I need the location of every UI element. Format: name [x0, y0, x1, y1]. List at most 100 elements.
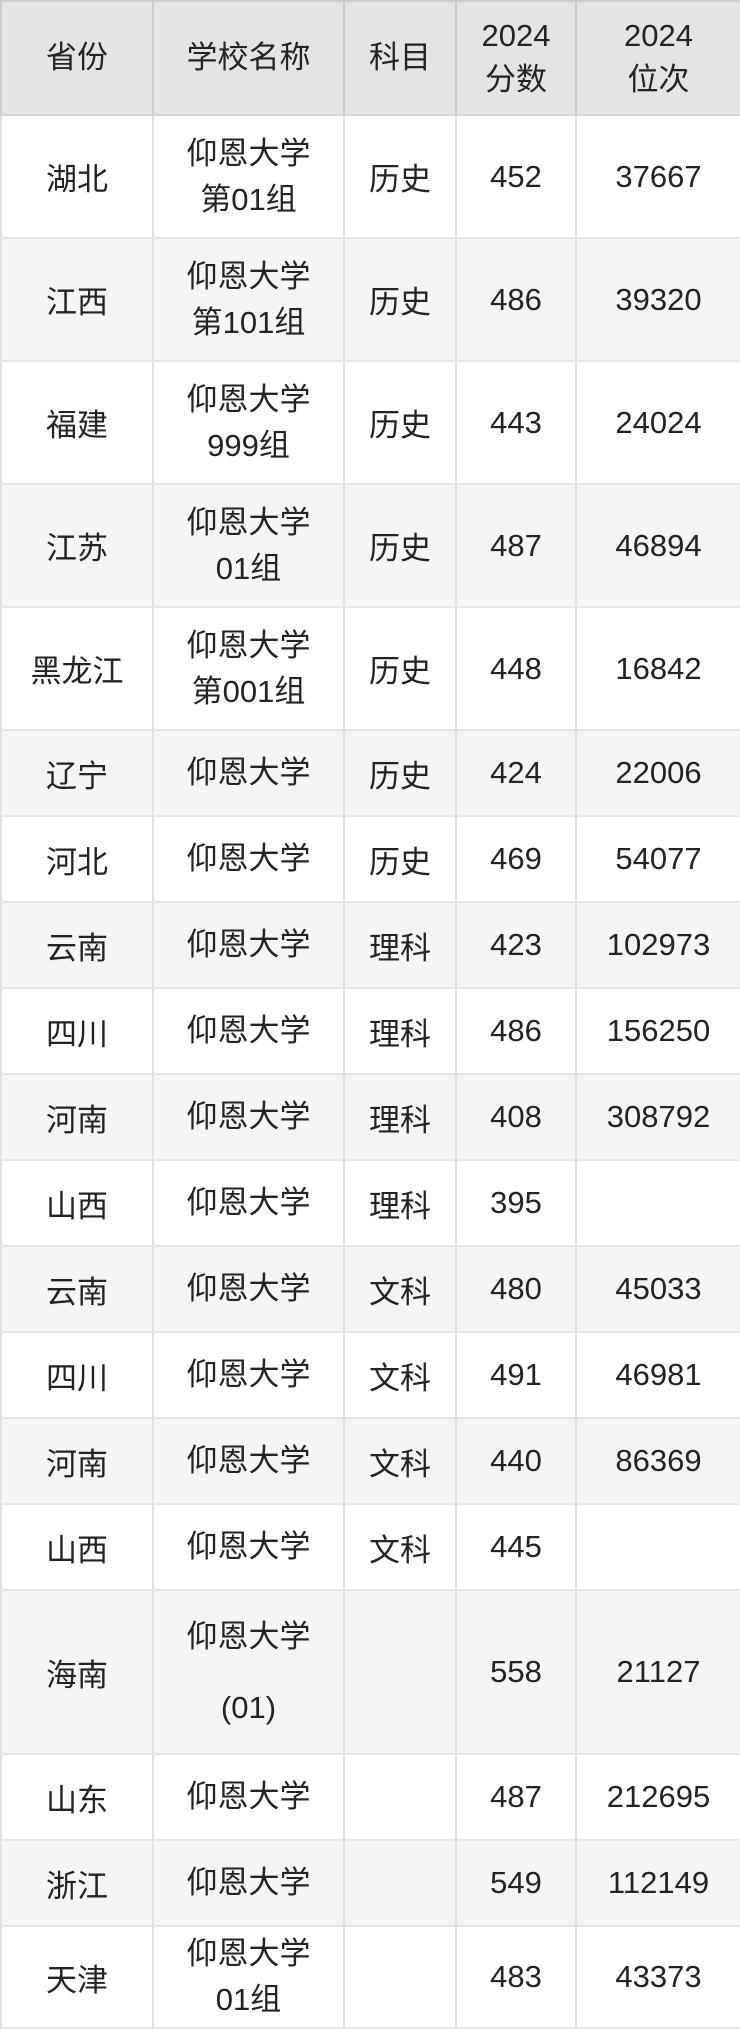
- school-group-line: 01组: [215, 1982, 282, 2017]
- cell-school: 仰恩大学: [153, 988, 345, 1075]
- cell-province: 辽宁: [0, 730, 154, 817]
- line-gap: [154, 1652, 342, 1692]
- table-row: 云南 仰恩大学 文科 480 45033: [0, 1246, 740, 1333]
- cell-rank: 156250: [576, 988, 740, 1075]
- cell-score: 491: [456, 1332, 577, 1419]
- school-name-line: 仰恩大学: [186, 1271, 311, 1306]
- cell-school: 仰恩大学 第01组: [153, 115, 345, 239]
- cell-subject: 历史: [344, 607, 457, 731]
- cell-subject: [344, 1840, 457, 1927]
- cell-score: 424: [456, 730, 577, 817]
- table-row: 辽宁 仰恩大学 历史 424 22006: [0, 730, 740, 817]
- cell-score: 440: [456, 1418, 577, 1505]
- column-header-score-year: 2024: [481, 18, 551, 53]
- cell-rank: 86369: [576, 1418, 740, 1505]
- cell-school: 仰恩大学: [153, 902, 345, 989]
- cell-score: 549: [456, 1840, 577, 1927]
- cell-rank: 24024: [576, 361, 740, 485]
- cell-subject: 理科: [344, 1074, 457, 1161]
- cell-subject: 文科: [344, 1332, 457, 1419]
- cell-rank: 43373: [576, 1926, 740, 2029]
- school-name-line: 仰恩大学: [186, 258, 311, 294]
- column-header-score-label: 分数: [485, 62, 547, 97]
- school-group-line: 第101组: [191, 304, 306, 340]
- school-group-line: (01): [220, 1690, 277, 1725]
- cell-score: 486: [456, 238, 577, 362]
- cell-rank: 54077: [576, 816, 740, 903]
- cell-subject: [344, 1590, 457, 1755]
- school-name-line: 仰恩大学: [186, 927, 311, 962]
- cell-province: 河南: [0, 1418, 154, 1505]
- cell-province: 四川: [0, 1332, 154, 1419]
- cell-score: 423: [456, 902, 577, 989]
- column-header-school: 学校名称: [153, 0, 345, 116]
- column-header-subject: 科目: [344, 0, 457, 116]
- cell-school: 仰恩大学 01组: [153, 1926, 345, 2029]
- table-row: 福建 仰恩大学 999组 历史 443 24024: [0, 361, 740, 485]
- cell-school: 仰恩大学: [153, 1074, 345, 1161]
- school-group-line: 第001组: [191, 673, 306, 709]
- school-name-line: 仰恩大学: [186, 1099, 311, 1134]
- cell-score: 487: [456, 484, 577, 608]
- table-row: 湖北 仰恩大学 第01组 历史 452 37667: [0, 115, 740, 239]
- cell-score: 452: [456, 115, 577, 239]
- table-row: 江苏 仰恩大学 01组 历史 487 46894: [0, 484, 740, 608]
- cell-rank: [576, 1504, 740, 1591]
- cell-subject: 理科: [344, 988, 457, 1075]
- cell-rank: [576, 1160, 740, 1247]
- cell-score: 395: [456, 1160, 577, 1247]
- table-row: 海南 仰恩大学 (01) 558 21127: [0, 1590, 740, 1755]
- table-row: 山东 仰恩大学 487 212695: [0, 1754, 740, 1841]
- table-row: 浙江 仰恩大学 549 112149: [0, 1840, 740, 1927]
- cell-school: 仰恩大学: [153, 1418, 345, 1505]
- cell-school: 仰恩大学: [153, 1246, 345, 1333]
- cell-score: 558: [456, 1590, 577, 1755]
- cell-score: 443: [456, 361, 577, 485]
- cell-province: 福建: [0, 361, 154, 485]
- table-row: 四川 仰恩大学 文科 491 46981: [0, 1332, 740, 1419]
- cell-subject: 历史: [344, 484, 457, 608]
- cell-province: 山西: [0, 1504, 154, 1591]
- cell-rank: 45033: [576, 1246, 740, 1333]
- cell-school: 仰恩大学: [153, 816, 345, 903]
- cell-school: 仰恩大学: [153, 1840, 345, 1927]
- cell-score: 445: [456, 1504, 577, 1591]
- cell-school: 仰恩大学: [153, 1160, 345, 1247]
- school-name-line: 仰恩大学: [186, 627, 311, 663]
- cell-school: 仰恩大学: [153, 730, 345, 817]
- school-group-line: 01组: [215, 550, 282, 586]
- cell-province: 江西: [0, 238, 154, 362]
- table-row: 黑龙江 仰恩大学 第001组 历史 448 16842: [0, 607, 740, 731]
- cell-rank: 112149: [576, 1840, 740, 1927]
- cell-subject: [344, 1926, 457, 2029]
- cell-rank: 37667: [576, 115, 740, 239]
- table-row: 河北 仰恩大学 历史 469 54077: [0, 816, 740, 903]
- school-name-line: 仰恩大学: [186, 1619, 311, 1654]
- cell-province: 四川: [0, 988, 154, 1075]
- table-row: 江西 仰恩大学 第101组 历史 486 39320: [0, 238, 740, 362]
- cell-subject: 历史: [344, 361, 457, 485]
- header-row: 省份 学校名称 科目 2024 分数 2024 位次: [0, 0, 740, 116]
- school-group-line: 999组: [207, 427, 290, 463]
- cell-score: 487: [456, 1754, 577, 1841]
- cell-province: 云南: [0, 902, 154, 989]
- school-name-line: 仰恩大学: [186, 135, 311, 171]
- cell-rank: 308792: [576, 1074, 740, 1161]
- cell-province: 河南: [0, 1074, 154, 1161]
- cell-school: 仰恩大学 999组: [153, 361, 345, 485]
- table-row: 山西 仰恩大学 文科 445: [0, 1504, 740, 1591]
- cell-score: 448: [456, 607, 577, 731]
- cell-province: 山东: [0, 1754, 154, 1841]
- school-name-line: 仰恩大学: [186, 1779, 311, 1814]
- cell-school: 仰恩大学: [153, 1754, 345, 1841]
- school-name-line: 仰恩大学: [186, 1013, 311, 1048]
- school-name-line: 仰恩大学: [186, 1443, 311, 1478]
- cell-rank: 46894: [576, 484, 740, 608]
- cell-province: 江苏: [0, 484, 154, 608]
- cell-subject: 历史: [344, 816, 457, 903]
- cell-province: 河北: [0, 816, 154, 903]
- cell-rank: 102973: [576, 902, 740, 989]
- cell-score: 483: [456, 1926, 577, 2029]
- cell-subject: 理科: [344, 902, 457, 989]
